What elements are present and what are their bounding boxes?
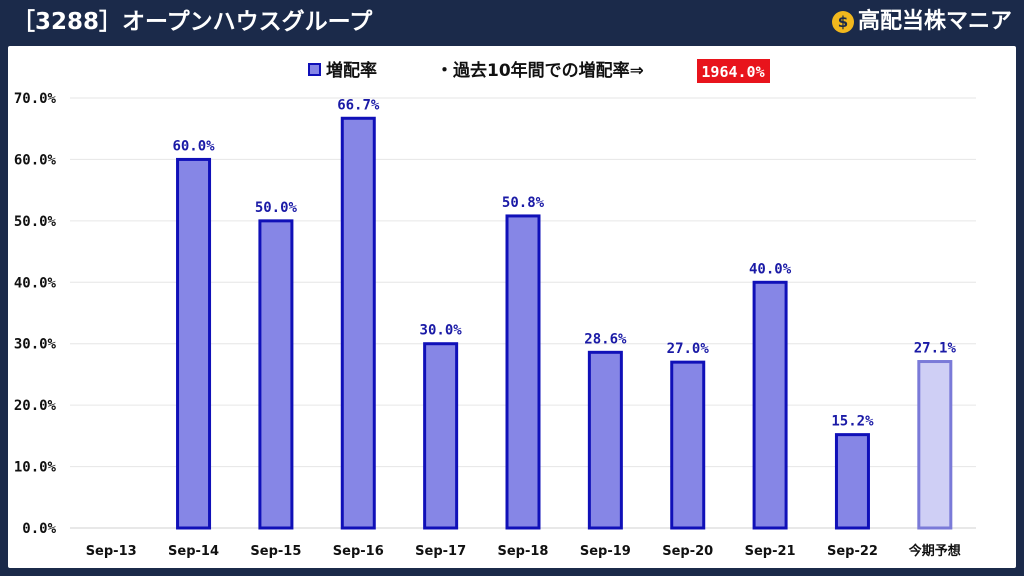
y-tick-label: 40.0% — [14, 275, 57, 291]
bar — [917, 360, 953, 530]
legend-label: 増配率 — [326, 60, 377, 81]
legend-swatch — [308, 63, 321, 76]
bar — [587, 350, 623, 530]
growth-badge-value: 1964.0% — [701, 63, 764, 81]
bar-chart: 0.0%10.0%20.0%30.0%40.0%50.0%60.0%70.0% … — [14, 59, 976, 559]
data-labels: 60.0% 50.0% 66.7% 30.0% 50.8% 28.6% 27.0% 40.0%… — [172, 97, 956, 429]
y-tick-label: 30.0% — [14, 337, 57, 353]
growth-badge — [697, 59, 770, 83]
growth-note: ・過去10年間での増配率⇒ — [436, 60, 644, 81]
x-tick-label: Sep-18 — [498, 544, 549, 559]
bar — [834, 433, 870, 530]
data-label: 30.0% — [420, 323, 463, 339]
bar — [505, 214, 541, 530]
y-tick-label: 10.0% — [14, 460, 57, 476]
chart-panel: 0.0% 10.0% 20.0% 30.0% 40.0% 50.0% 60.0% 70.0% … — [8, 46, 1016, 568]
data-label: 28.6% — [584, 331, 627, 347]
x-tick-label: Sep-19 — [580, 544, 631, 559]
bar — [258, 219, 294, 530]
data-label: 50.0% — [255, 200, 298, 216]
data-label: 27.0% — [667, 341, 710, 357]
y-tick-label: 60.0% — [14, 152, 57, 168]
bar — [670, 360, 706, 530]
bar — [340, 116, 376, 530]
x-tick-label: Sep-20 — [662, 544, 713, 559]
data-label: 27.1% — [914, 341, 957, 357]
x-tick-label: Sep-22 — [827, 544, 878, 559]
y-axis: 0.0% 10.0% 20.0% 30.0% 40.0% 50.0% 60.0% 70.0% — [14, 91, 57, 537]
brand-logo: $ 高配当株マニア — [831, 6, 1012, 38]
x-tick-label: Sep-14 — [168, 544, 219, 559]
money-bag-icon: $ — [831, 11, 854, 33]
data-label: 40.0% — [749, 261, 792, 277]
brand-name: 高配当株マニア — [857, 9, 1012, 34]
data-label: 15.2% — [831, 414, 874, 430]
page-title: ［3288］オープンハウスグループ — [12, 9, 373, 35]
y-tick-label: 70.0% — [14, 91, 57, 107]
data-label: 66.7% — [337, 97, 380, 113]
x-tick-label: Sep-21 — [745, 544, 796, 559]
bars — [176, 116, 953, 530]
y-tick-label: 0.0% — [22, 521, 56, 537]
legend: 増配率 ・過去10年間での増配率⇒ 1964.0% — [308, 59, 770, 83]
bar — [176, 157, 212, 530]
x-tick-label: Sep-13 — [86, 544, 137, 559]
bar — [423, 342, 459, 530]
y-tick-label: 50.0% — [14, 214, 57, 230]
data-label: 50.8% — [502, 195, 545, 211]
y-tick-label: 20.0% — [14, 398, 57, 414]
header-bar: ［3288］オープンハウスグループ $ 高配当株マニア — [0, 0, 1024, 44]
x-tick-label: Sep-16 — [333, 544, 384, 559]
x-axis: Sep-13 Sep-14 Sep-15 Sep-16 Sep-17 Sep-18 Sep-… — [86, 543, 961, 559]
x-tick-label: Sep-17 — [415, 544, 466, 559]
bar — [752, 280, 788, 530]
x-tick-label: 今期予想 — [908, 543, 961, 559]
data-label: 60.0% — [172, 138, 215, 154]
x-tick-label: Sep-15 — [250, 544, 301, 559]
